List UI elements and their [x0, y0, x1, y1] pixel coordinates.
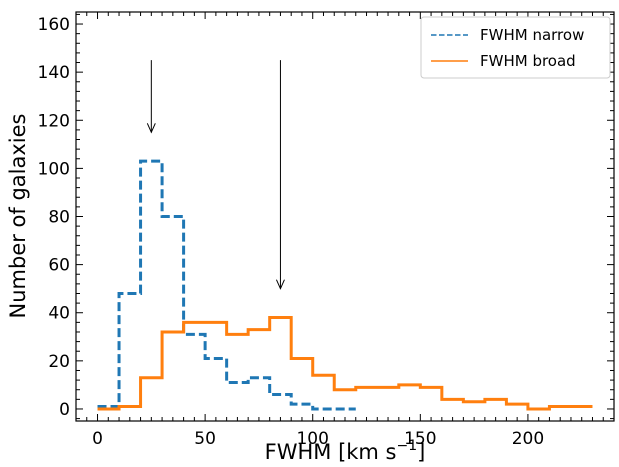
y-tick-label: 140 [38, 63, 70, 83]
y-tick-label: 60 [48, 256, 70, 276]
x-tick-label: 150 [404, 429, 436, 449]
y-axis-label: Number of galaxies [6, 114, 30, 319]
arrow-head-1 [146, 123, 156, 134]
y-tick-label: 100 [38, 159, 70, 179]
x-tick-label: 100 [296, 429, 328, 449]
legend-label-broad: FWHM broad [480, 52, 576, 70]
arrow-head-2 [275, 279, 285, 290]
x-axis-label: FWHM [km s−1] [265, 438, 426, 464]
legend-label-narrow: FWHM narrow [480, 26, 584, 44]
legend-box [420, 16, 611, 79]
y-tick-label: 80 [48, 208, 70, 228]
y-tick-label: 0 [59, 400, 70, 420]
series-fwhm-narrow [97, 159, 356, 411]
x-tick-label: 200 [512, 429, 544, 449]
y-tick-label: 20 [48, 352, 70, 372]
y-tick-label: 40 [48, 304, 70, 324]
x-tick-label: 0 [92, 429, 103, 449]
x-axis-ticks: 0 50 100 150 200 [86, 12, 604, 449]
x-tick-label: 50 [194, 429, 216, 449]
annotation-arrows [146, 60, 285, 290]
series-fwhm-broad [97, 316, 593, 411]
plot-frame [75, 11, 615, 422]
y-tick-label: 160 [38, 15, 70, 35]
y-axis-ticks: 0 20 40 60 80 100 120 140 160 [38, 13, 614, 420]
legend: FWHM narrow FWHM broad [420, 16, 611, 79]
plot-area [97, 159, 593, 411]
y-tick-label: 120 [38, 111, 70, 131]
